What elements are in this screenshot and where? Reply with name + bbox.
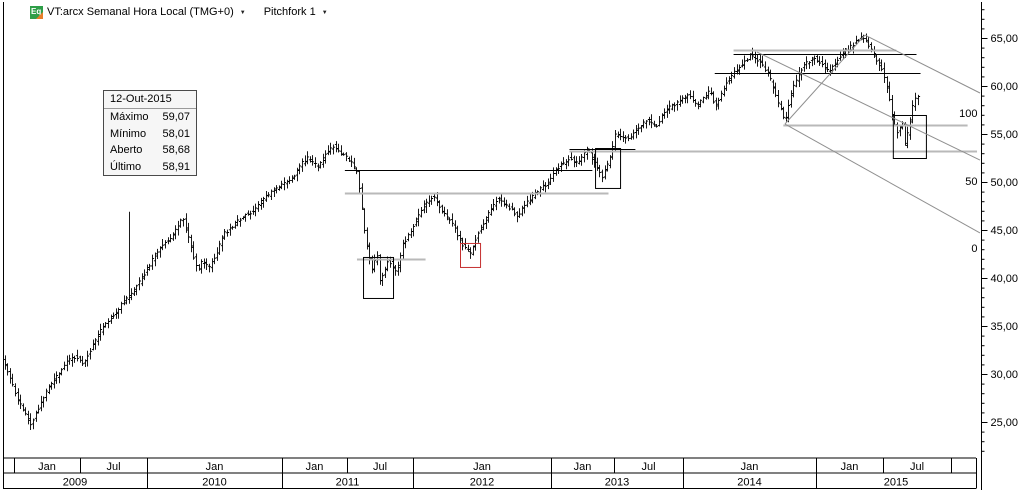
quote-row-low: Mínimo 58,01 — [104, 126, 196, 143]
quote-date: 12-Out-2015 — [104, 91, 196, 109]
y-tick-label: 40,00 — [991, 273, 1019, 285]
symbol-title: VT:arcx Semanal Hora Local (TMG+0) — [47, 6, 234, 18]
y-tick-label: 65,00 — [991, 33, 1019, 45]
annotation-rect[interactable] — [363, 256, 395, 299]
red-annotation-rect[interactable] — [460, 242, 482, 268]
quote-row-high: Máximo 59,07 — [104, 109, 196, 126]
quote-label: Aberto — [110, 144, 143, 156]
x-axis-month-label: Jul — [641, 461, 655, 473]
quote-value: 58,91 — [162, 160, 190, 173]
x-axis-month-label: Jan — [473, 461, 491, 473]
x-axis-year-label: 2011 — [336, 477, 360, 489]
annotation-rect[interactable] — [892, 114, 927, 159]
y-tick-label: 60,00 — [991, 81, 1019, 93]
quote-tooltip: 12-Out-2015 Máximo 59,07 Mínimo 58,01 Ab… — [103, 90, 197, 176]
chevron-down-icon: ▼ — [239, 10, 246, 16]
x-axis-year-label: 2010 — [202, 477, 226, 489]
x-axis-month-label: Jul — [106, 461, 120, 473]
x-axis-month-label: Jan — [306, 461, 324, 473]
quote-value: 59,07 — [162, 111, 190, 123]
y-tick-label: 30,00 — [991, 369, 1019, 381]
x-axis-month-label: Jan — [741, 461, 759, 473]
quote-label: Mínimo — [110, 127, 147, 140]
pitchfork-percent-label: 0 — [971, 243, 977, 255]
x-axis-year-label: 2013 — [605, 477, 629, 489]
x-axis-year-label: 2009 — [63, 477, 87, 489]
quote-value: 58,01 — [162, 127, 190, 140]
y-tick-label: 25,00 — [991, 417, 1019, 429]
x-axis-month-label: Jan — [38, 461, 56, 473]
x-axis-month-label: Jan — [206, 461, 224, 473]
y-tick-label: 55,00 — [991, 129, 1019, 141]
annotation-rect[interactable] — [595, 148, 622, 189]
y-tick-label: 45,00 — [991, 225, 1019, 237]
pitchfork-dropdown[interactable]: Pitchfork 1 ▼ — [264, 6, 328, 18]
symbol-icon-triangle — [36, 11, 43, 19]
pitchfork-median-tine[interactable] — [756, 51, 981, 161]
symbol-dropdown[interactable]: VT:arcx Semanal Hora Local (TMG+0) ▼ — [47, 6, 246, 18]
y-tick-label: 50,00 — [991, 177, 1019, 189]
quote-value: 58,68 — [162, 144, 190, 156]
y-tick-label: 35,00 — [991, 321, 1019, 333]
chevron-down-icon: ▼ — [321, 10, 328, 16]
quote-row-last: Último 58,91 — [104, 159, 196, 176]
quote-label: Último — [110, 160, 142, 173]
symbol-icon-text: Eq — [31, 6, 42, 16]
chart-header: Eq VT:arcx Semanal Hora Local (TMG+0) ▼ … — [30, 4, 328, 20]
x-axis-year-label: 2015 — [884, 477, 908, 489]
x-axis-month-label: Jul — [373, 461, 387, 473]
pitchfork-bottom-tine[interactable] — [784, 123, 981, 234]
pitchfork-label: Pitchfork 1 — [263, 6, 316, 18]
quote-label: Máximo — [110, 111, 149, 123]
pitchfork-top-tine[interactable] — [864, 34, 981, 94]
pitchfork-handle[interactable] — [784, 34, 866, 125]
pitchfork-percent-label: 100 — [959, 108, 977, 120]
x-axis-month-label: Jan — [841, 461, 859, 473]
pitchfork-percent-label: 50 — [965, 176, 977, 188]
x-axis-month-label: Jan — [574, 461, 592, 473]
x-axis-year-label: 2014 — [737, 477, 761, 489]
quote-row-open: Aberto 58,68 — [104, 142, 196, 159]
symbol-icon: Eq — [30, 5, 43, 19]
x-axis-year-label: 2012 — [470, 477, 494, 489]
price-bars-path[interactable] — [3, 32, 921, 430]
x-axis-month-label: Jul — [910, 461, 924, 473]
